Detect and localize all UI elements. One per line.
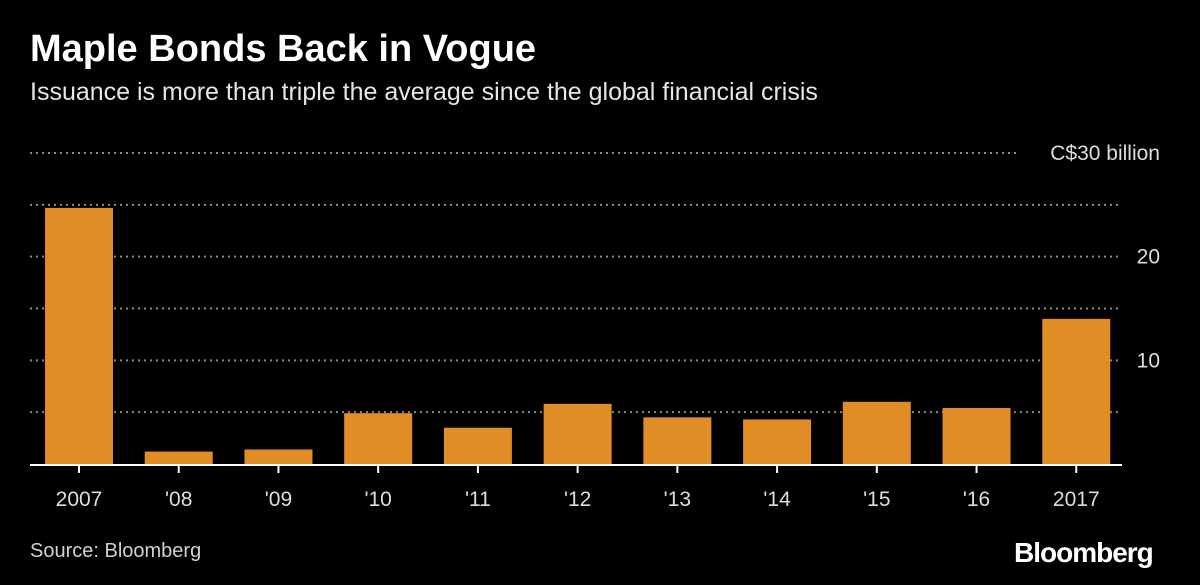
- y-tick-label: C$30 billion: [1050, 142, 1160, 165]
- x-tick-label: '14: [763, 488, 791, 511]
- x-tick-label: '08: [165, 488, 192, 511]
- x-tick-label: '11: [465, 488, 491, 511]
- bar-15: [842, 401, 911, 464]
- bar-11: [443, 427, 512, 464]
- bar-12: [543, 403, 612, 464]
- y-tick-label: 20: [1137, 246, 1160, 269]
- x-tick-label: 2007: [56, 488, 103, 511]
- source-note: Source: Bloomberg: [30, 540, 202, 562]
- x-tick-label: '12: [564, 488, 591, 511]
- bar-2007: [45, 207, 113, 464]
- bar-10: [344, 413, 413, 464]
- bloomberg-logo: Bloomberg: [1014, 537, 1154, 568]
- x-tick-label: '15: [863, 488, 890, 511]
- bar-09: [244, 449, 313, 464]
- y-tick-label: 10: [1137, 349, 1160, 372]
- bar-16: [942, 408, 1011, 464]
- x-tick-label: '16: [963, 488, 990, 511]
- bar-2017: [1042, 318, 1111, 464]
- chart-subtitle: Issuance is more than triple the average…: [30, 78, 818, 106]
- x-tick-label: '09: [265, 488, 292, 511]
- chart-title: Maple Bonds Back in Vogue: [30, 28, 537, 70]
- bar-08: [144, 451, 213, 464]
- x-tick-label: 2017: [1053, 488, 1100, 511]
- x-tick-label: '10: [364, 488, 391, 511]
- bar-13: [643, 417, 712, 464]
- bar-14: [743, 419, 812, 464]
- x-tick-label: '13: [664, 488, 691, 511]
